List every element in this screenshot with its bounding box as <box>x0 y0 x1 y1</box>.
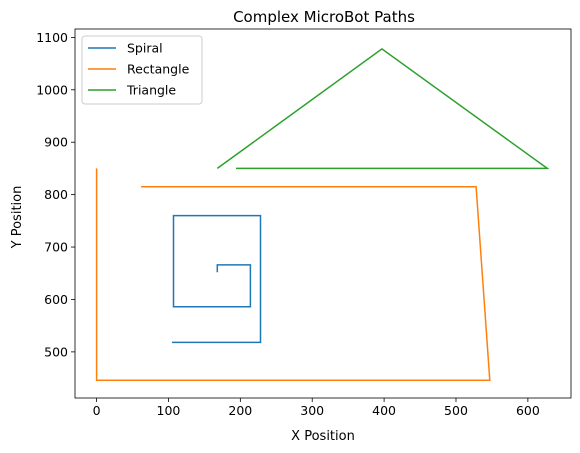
y-tick-label: 800 <box>44 187 68 202</box>
y-axis-ticks: 500 600 700 800 900 1000 1100 <box>36 30 75 359</box>
x-tick-label: 400 <box>372 403 396 418</box>
y-tick-label: 500 <box>44 344 68 359</box>
x-tick-label: 200 <box>228 403 252 418</box>
chart-title: Complex MicroBot Paths <box>233 8 415 26</box>
y-axis-label: Y Position <box>10 186 25 250</box>
x-tick-label: 0 <box>93 403 101 418</box>
x-axis-ticks: 0 100 200 300 400 500 600 <box>93 398 540 418</box>
x-tick-label: 300 <box>300 403 324 418</box>
y-tick-label: 600 <box>44 292 68 307</box>
y-tick-label: 900 <box>44 135 68 150</box>
legend-label-rectangle: Rectangle <box>127 62 190 77</box>
x-tick-label: 500 <box>444 403 468 418</box>
y-tick-label: 1000 <box>36 82 68 97</box>
legend-label-triangle: Triangle <box>126 83 176 98</box>
x-axis-label: X Position <box>291 429 355 444</box>
legend-label-spiral: Spiral <box>127 41 163 56</box>
x-tick-label: 600 <box>516 403 540 418</box>
series-line-rectangle <box>95 168 491 381</box>
plot-area <box>74 28 572 399</box>
series-line-spiral <box>172 214 262 344</box>
legend-box <box>81 35 203 105</box>
plot-frame <box>74 28 572 399</box>
series-line-triangle <box>216 47 550 170</box>
x-tick-label: 100 <box>157 403 181 418</box>
legend: Spiral Rectangle Triangle <box>81 35 203 105</box>
y-tick-label: 700 <box>44 240 68 255</box>
y-tick-label: 1100 <box>36 30 68 45</box>
